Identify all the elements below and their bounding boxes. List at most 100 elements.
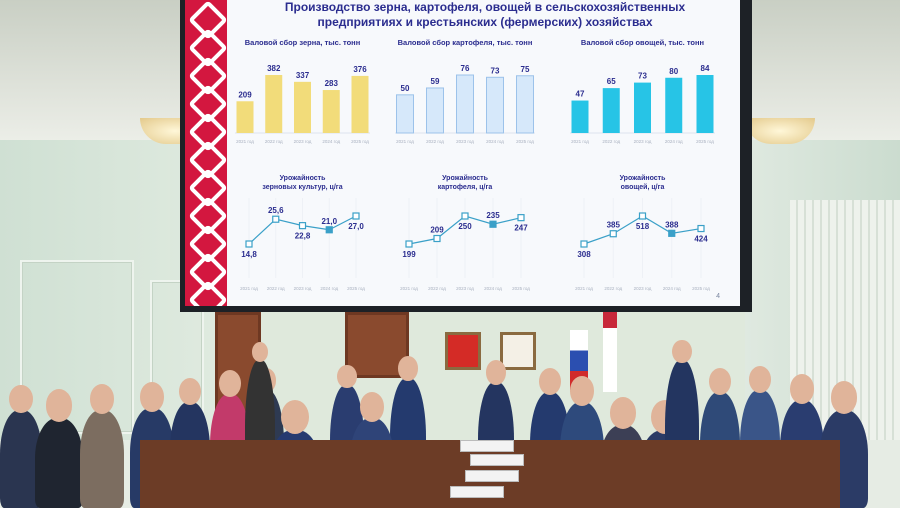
data-point	[697, 224, 705, 233]
x-tick-label: 2022 год	[602, 139, 620, 144]
x-tick-label: 2024 год	[320, 286, 338, 291]
x-tick-label: 2025 год	[347, 286, 365, 291]
bar	[322, 90, 340, 133]
bar	[396, 94, 414, 134]
data-label: 385	[607, 221, 621, 230]
data-label: 14,8	[241, 250, 257, 259]
person-head	[538, 368, 562, 396]
line-chart-title: овощей, ц/га	[621, 183, 665, 191]
bar-value-label: 283	[325, 79, 339, 88]
charts: Валовой сбор зерна, тыс. тонн 209 2021 год…	[235, 38, 715, 291]
slide-title-line1: Производство зерна, картофеля, овощей в …	[284, 0, 686, 14]
x-tick-label: 2021 год	[236, 139, 254, 144]
name-plate	[450, 486, 504, 498]
person-head	[485, 360, 507, 385]
data-label: 247	[514, 224, 528, 233]
data-label: 235	[486, 211, 500, 220]
data-label: 308	[577, 250, 591, 259]
name-plate	[470, 454, 524, 466]
bar-chart-title: Валовой сбор картофеля, тыс. тонн	[398, 38, 533, 47]
bar-value-label: 47	[576, 90, 585, 99]
line-chart-title: Урожайность	[620, 174, 667, 182]
x-tick-label: 2023 год	[294, 286, 312, 291]
data-point	[461, 212, 469, 220]
bar-value-label: 76	[461, 64, 470, 73]
person-head	[610, 397, 636, 429]
bar-value-label: 73	[638, 72, 647, 81]
line-chart-title: Урожайность	[442, 174, 489, 182]
bar	[426, 87, 444, 134]
data-point	[245, 240, 253, 248]
data-point	[272, 215, 280, 223]
person-head	[178, 378, 202, 406]
x-tick-label: 2025 год	[516, 139, 534, 144]
person-head	[337, 364, 357, 388]
person-head	[397, 356, 419, 381]
bar-chart-title: Валовой сбор овощей, тыс. тонн	[581, 38, 704, 47]
presentation-slide: Производство зерна, картофеля, овощей в …	[185, 0, 740, 306]
slide-title-line2: предприятиях и крестьянских (фермерских)…	[317, 15, 653, 29]
person-head	[139, 381, 165, 412]
person-head	[569, 375, 595, 406]
x-tick-label: 2021 год	[575, 286, 593, 291]
bar	[265, 75, 283, 133]
x-tick-label: 2023 год	[294, 139, 312, 144]
person-head	[789, 373, 815, 404]
data-point	[609, 230, 617, 238]
bar-value-label: 73	[491, 66, 500, 75]
x-tick-label: 2021 год	[396, 139, 414, 144]
bar	[602, 88, 620, 133]
data-label: 250	[458, 222, 472, 231]
x-tick-label: 2025 год	[512, 286, 530, 291]
line-chart-title: картофеля, ц/га	[438, 184, 493, 191]
person	[80, 383, 124, 508]
data-label: 22,8	[295, 232, 311, 241]
x-tick-label: 2022 год	[604, 286, 622, 291]
data-point	[668, 229, 676, 237]
data-point	[580, 240, 588, 248]
x-tick-label: 2023 год	[634, 286, 652, 291]
data-point	[517, 214, 525, 222]
person-head	[218, 370, 242, 398]
bar	[634, 82, 651, 133]
line-chart-title: Урожайность	[280, 174, 327, 182]
x-tick-label: 2021 год	[400, 286, 418, 291]
line-chart-title: зерновых культур, ц/га	[262, 184, 342, 191]
bar-value-label: 84	[701, 64, 710, 73]
data-label: 25,6	[268, 206, 284, 215]
x-tick-label: 2024 год	[486, 139, 504, 144]
person-head	[748, 366, 772, 394]
bar-value-label: 50	[401, 84, 410, 93]
slide-title: Производство зерна, картофеля, овощей в …	[230, 0, 740, 30]
person-head	[89, 383, 115, 414]
ornament-strip	[185, 0, 228, 306]
x-tick-label: 2024 год	[484, 286, 502, 291]
data-label: 388	[665, 220, 679, 229]
person-head	[708, 368, 732, 396]
bar-value-label: 376	[353, 65, 367, 74]
x-tick-label: 2023 год	[456, 286, 474, 291]
data-label: 424	[694, 235, 708, 244]
x-tick-label: 2021 год	[571, 139, 589, 144]
bar-value-label: 65	[607, 77, 616, 86]
bar-value-label: 59	[431, 77, 440, 86]
bar	[236, 101, 254, 133]
bar-value-label: 337	[296, 71, 310, 80]
bar-value-label: 382	[267, 64, 281, 73]
data-point	[489, 220, 497, 228]
data-label: 21,0	[321, 217, 337, 226]
bar	[571, 100, 589, 133]
person	[35, 389, 83, 508]
name-plate	[465, 470, 519, 482]
data-label: 518	[636, 222, 650, 231]
name-plate	[460, 440, 514, 452]
x-tick-label: 2024 год	[663, 286, 681, 291]
data-point	[325, 226, 333, 234]
bar	[516, 75, 534, 134]
person-head	[251, 342, 269, 363]
flag-mari-el	[603, 312, 617, 392]
data-point	[433, 234, 441, 243]
x-tick-label: 2022 год	[426, 139, 444, 144]
chandelier	[745, 118, 815, 144]
person-head	[672, 339, 692, 363]
